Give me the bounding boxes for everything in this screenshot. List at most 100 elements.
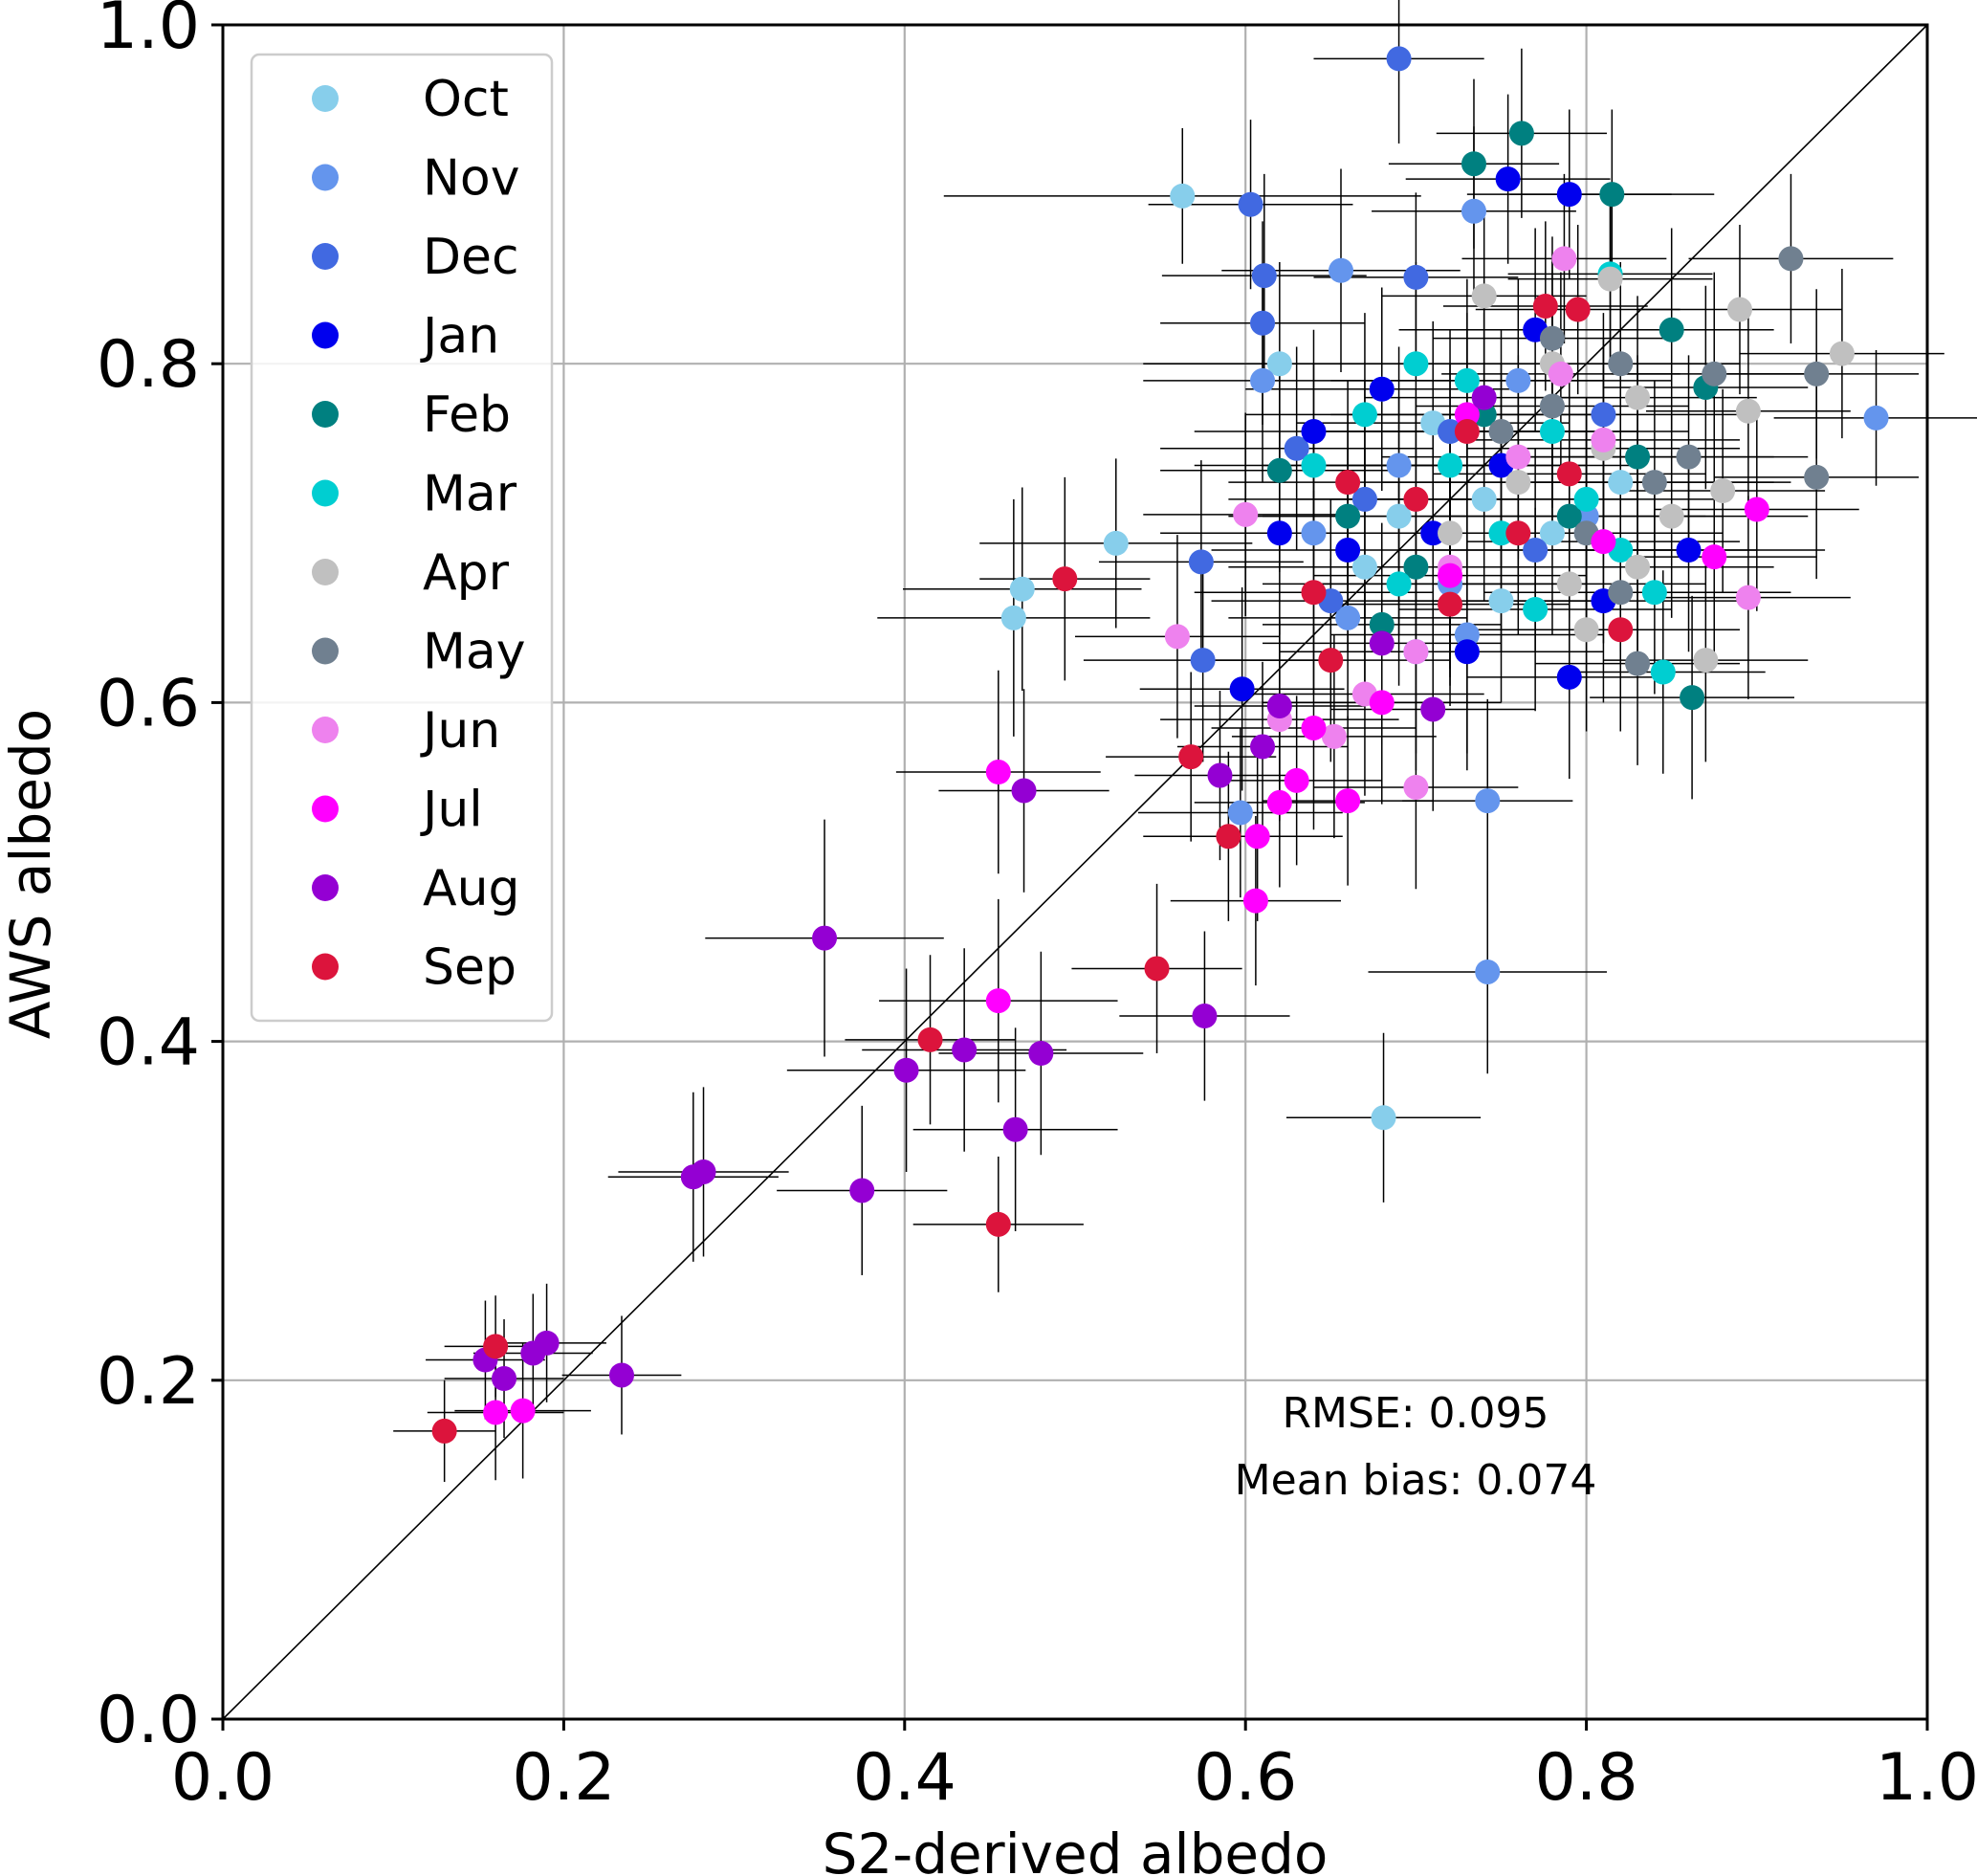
x-tick-label: 0.2: [512, 1740, 615, 1816]
data-point-nov: [1250, 367, 1276, 393]
data-point-aug: [1028, 1040, 1054, 1066]
x-tick-label: 0.0: [171, 1740, 275, 1816]
legend-marker: [312, 243, 339, 270]
data-point-oct: [1351, 554, 1377, 580]
data-point-apr: [1556, 571, 1582, 597]
data-point-may: [1676, 444, 1702, 470]
data-point-apr: [1625, 385, 1651, 410]
data-point-sep: [1438, 591, 1463, 617]
data-point-sep: [1144, 956, 1170, 982]
legend-label: Nov: [423, 150, 520, 208]
data-point-may: [1608, 351, 1634, 377]
data-point-sep: [431, 1418, 457, 1444]
data-point-apr: [1505, 470, 1531, 496]
data-point-oct: [1266, 351, 1292, 377]
data-point-sep: [1403, 486, 1429, 512]
plot-frame: [221, 23, 1929, 1721]
data-point-apr: [1710, 478, 1736, 504]
data-point-aug: [1207, 762, 1233, 788]
data-point-jun: [1591, 427, 1616, 452]
data-point-feb: [1403, 554, 1429, 580]
data-point-oct: [1170, 183, 1196, 209]
data-point-apr: [1438, 520, 1463, 546]
data-point-nov: [1227, 800, 1253, 826]
data-point-aug: [1369, 630, 1395, 656]
mean-bias-annotation: Mean bias: 0.074: [1235, 1456, 1597, 1505]
data-point-sep: [1454, 419, 1480, 445]
data-point-mar: [1351, 402, 1377, 428]
data-point-jul: [1284, 767, 1309, 793]
y-tick-label: 0.8: [97, 327, 200, 403]
data-point-jan: [1495, 166, 1521, 192]
data-point-dec: [1238, 191, 1263, 217]
data-point-aug: [952, 1037, 978, 1063]
data-point-mar: [1454, 367, 1480, 393]
data-point-jun: [1735, 585, 1761, 610]
data-point-mar: [1386, 571, 1412, 597]
legend-label: Aug: [423, 860, 520, 917]
data-point-aug: [849, 1178, 875, 1203]
legend-label: Dec: [423, 229, 519, 286]
x-axis-title: S2-derived albedo: [823, 1821, 1329, 1876]
y-tick-label: 0.4: [97, 1005, 200, 1081]
data-point-oct: [1386, 503, 1412, 529]
data-point-sep: [1178, 744, 1204, 770]
data-point-may: [1488, 419, 1514, 445]
y-tick-label: 0.0: [97, 1683, 200, 1758]
data-point-dec: [1438, 419, 1463, 445]
data-point-apr: [1658, 503, 1684, 529]
y-axis-title: AWS albedo: [0, 709, 63, 1040]
legend: Oct Nov Dec Jan Feb Mar Apr May Jun Jul Aug Sep: [250, 53, 554, 1023]
data-point-may: [1625, 651, 1651, 676]
legend-label: May: [423, 624, 526, 681]
data-point-may: [1804, 464, 1830, 490]
data-point-apr: [1625, 554, 1651, 580]
data-point-jun: [1551, 246, 1577, 272]
data-point-sep: [985, 1211, 1011, 1237]
x-tick-label: 0.4: [853, 1740, 956, 1816]
legend-marker: [312, 401, 339, 428]
data-point-dec: [1190, 648, 1216, 673]
y-tick-label: 0.6: [97, 666, 200, 741]
data-point-sep: [1565, 297, 1591, 322]
data-point-jul: [1591, 529, 1616, 555]
data-point-nov: [1863, 405, 1889, 430]
data-point-jun: [1164, 624, 1190, 650]
data-point-dec: [1403, 264, 1429, 290]
data-point-jul: [985, 760, 1011, 785]
data-point-apr: [1471, 283, 1497, 309]
data-point-feb: [1335, 503, 1361, 529]
data-point-sep: [1318, 648, 1344, 673]
data-point-dec: [1523, 538, 1549, 563]
legend-label: Apr: [423, 544, 510, 602]
data-point-mar: [1523, 596, 1549, 622]
data-point-apr: [1597, 266, 1623, 292]
legend-marker: [312, 953, 339, 981]
data-point-mar: [1539, 419, 1565, 445]
one-to-one-line: [222, 24, 1928, 1720]
x-tick-label: 0.8: [1535, 1740, 1638, 1816]
data-point-nov: [1461, 198, 1486, 224]
data-point-mar: [1488, 520, 1514, 546]
data-point-sep: [1608, 617, 1634, 643]
data-point-jul: [1744, 497, 1769, 522]
legend-items: Oct Nov Dec Jan Feb Mar Apr May Jun Jul Aug Sep: [312, 71, 526, 997]
x-tick-label: 1.0: [1876, 1740, 1977, 1816]
data-point-jul: [1244, 824, 1270, 850]
x-tick-label: 0.6: [1194, 1740, 1297, 1816]
data-point-feb: [1599, 182, 1625, 208]
data-point-may: [1539, 393, 1565, 419]
data-point-jul: [1335, 788, 1361, 814]
rmse-annotation: RMSE: 0.095: [1282, 1389, 1549, 1438]
data-point-sep: [1301, 580, 1327, 606]
data-point-dec: [1591, 402, 1616, 428]
data-point-sep: [1532, 293, 1558, 319]
legend-marker: [312, 874, 339, 901]
data-point-sep: [1052, 566, 1078, 592]
data-point-oct: [1103, 530, 1129, 556]
data-point-oct: [1371, 1105, 1396, 1131]
data-point-sep: [483, 1334, 509, 1359]
data-point-jul: [1702, 544, 1727, 570]
data-point-may: [1778, 246, 1804, 272]
data-point-may: [1804, 361, 1830, 386]
